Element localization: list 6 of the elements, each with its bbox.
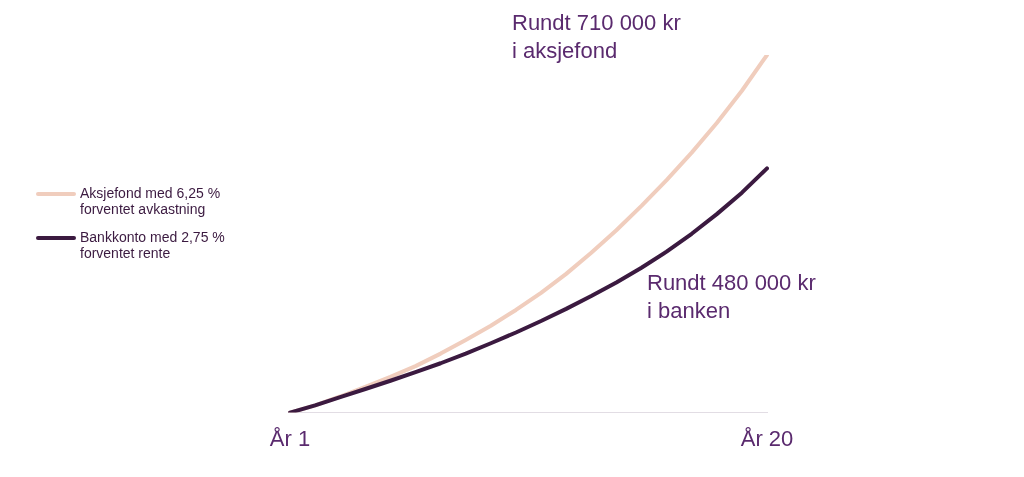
annotation: Rundt 710 000 kr i aksjefond — [512, 10, 681, 63]
x-tick-label: År 1 — [269, 425, 311, 451]
legend-label: Aksjefond med 6,25 % forventet avkastning — [80, 185, 222, 217]
legend-label: Bankkonto med 2,75 % forventet rente — [80, 229, 226, 261]
x-tick-label: År 20 — [740, 425, 794, 451]
annotation: Rundt 480 000 kr i banken — [647, 270, 816, 323]
